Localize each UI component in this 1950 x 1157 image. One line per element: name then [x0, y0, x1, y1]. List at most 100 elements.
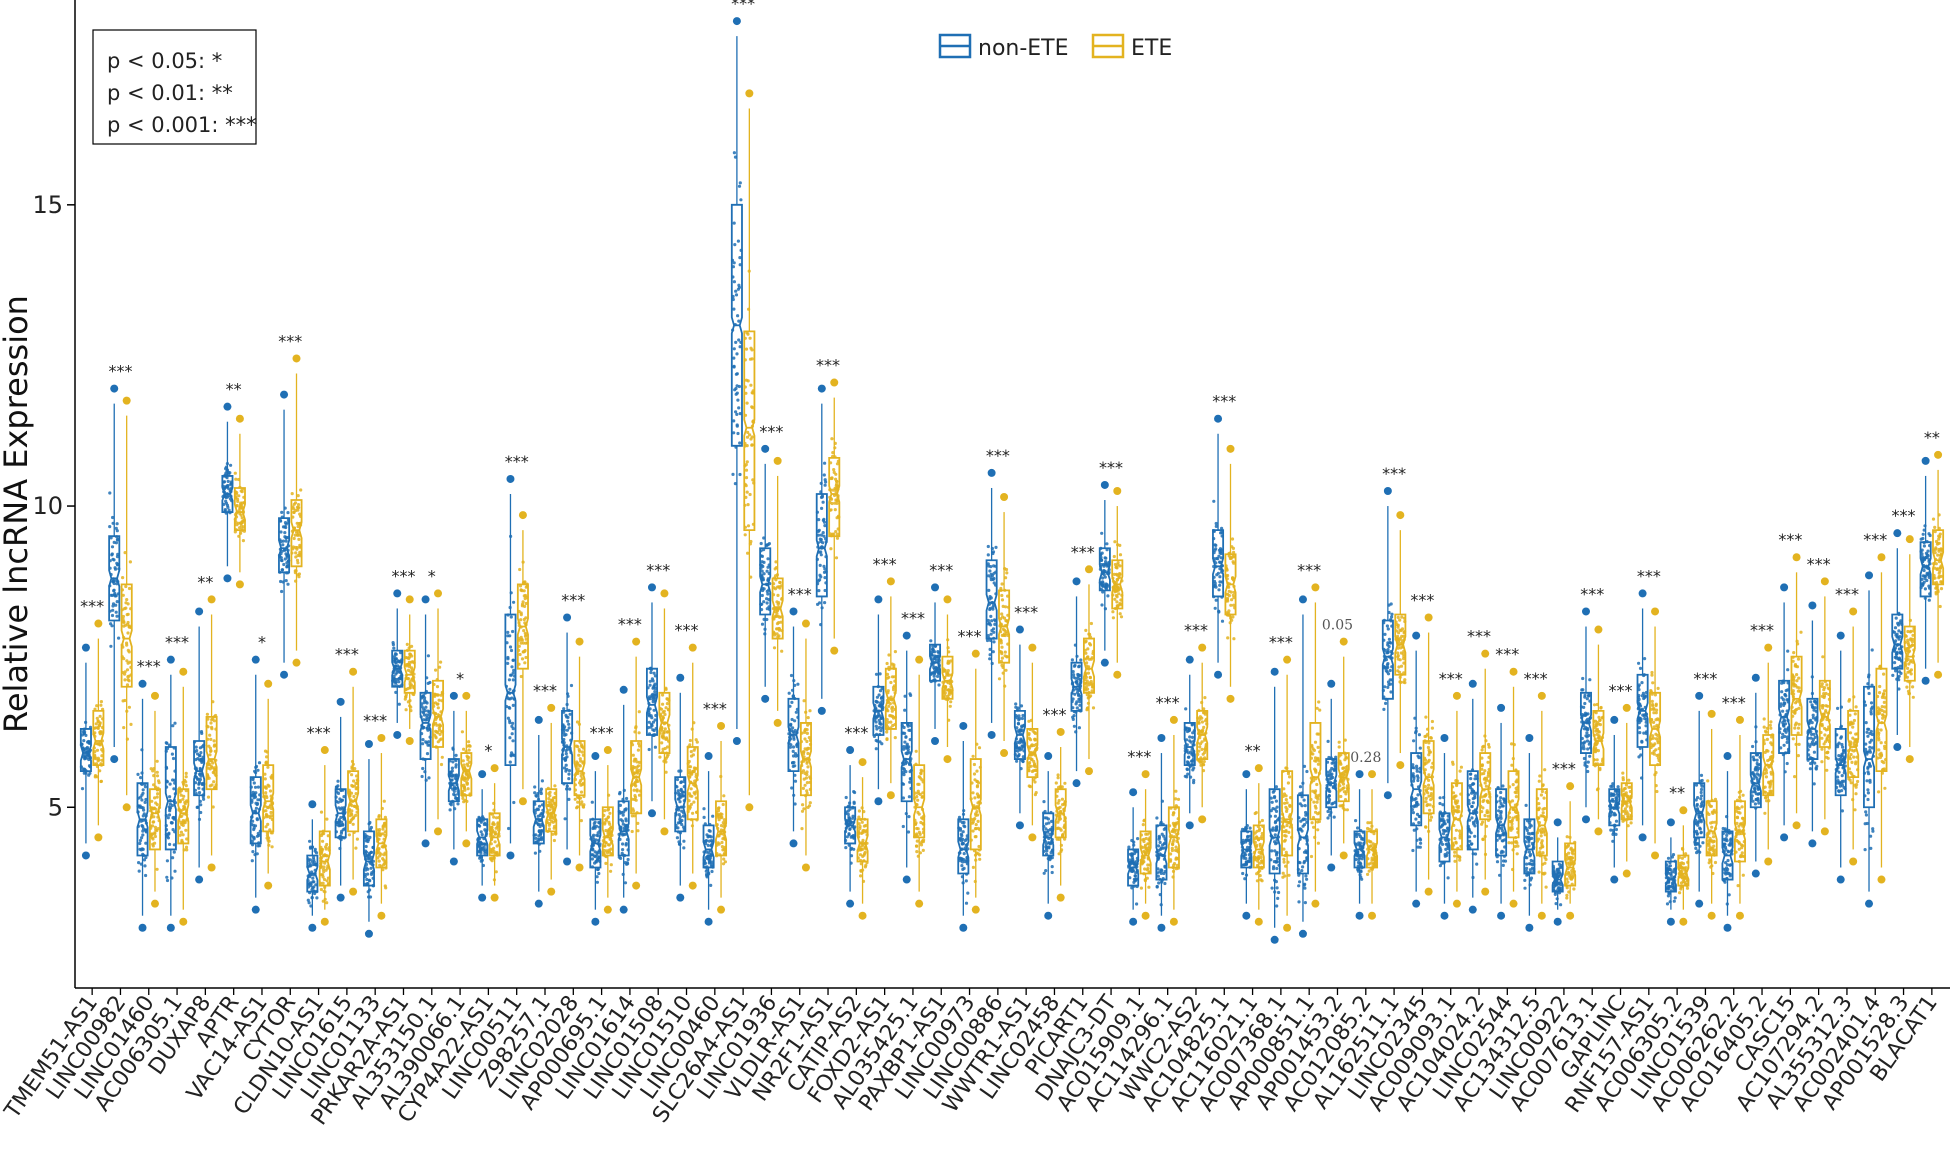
jitter-point [279, 530, 283, 534]
jitter-point [660, 734, 664, 738]
jitter-point [577, 748, 581, 752]
jitter-point [562, 728, 566, 732]
jitter-point [746, 503, 750, 507]
jitter-point [818, 573, 822, 577]
jitter-point [110, 624, 114, 628]
outlier-point [534, 715, 543, 724]
jitter-point [239, 521, 243, 526]
jitter-point [533, 851, 538, 855]
jitter-point [605, 849, 609, 853]
box [589, 818, 602, 869]
jitter-point [382, 863, 386, 867]
jitter-point [496, 825, 500, 830]
jitter-point [579, 819, 584, 823]
jitter-point [264, 760, 268, 764]
outlier-point [987, 468, 996, 477]
jitter-point [117, 636, 121, 640]
jitter-point [748, 492, 752, 497]
jitter-point [438, 732, 442, 737]
outlier-point [320, 746, 329, 755]
jitter-point [138, 841, 142, 846]
jitter-point [143, 800, 147, 805]
jitter-point [524, 641, 528, 645]
jitter-point [209, 737, 213, 742]
jitter-point [109, 536, 113, 540]
gene-group: *** [108, 362, 133, 812]
outlier-point [490, 764, 499, 773]
jitter-point [295, 547, 299, 551]
jitter-point [750, 443, 754, 447]
outlier-point [280, 670, 289, 679]
jitter-point [1016, 749, 1020, 753]
significance-label: *** [278, 331, 302, 350]
jitter-point [594, 824, 599, 829]
jitter-point [565, 728, 570, 732]
jitter-point [111, 608, 115, 612]
jitter-point [99, 700, 103, 704]
jitter-point [251, 850, 255, 854]
jitter-point [151, 807, 155, 811]
jitter-point [885, 661, 889, 666]
jitter-point [324, 847, 328, 851]
jitter-point [80, 787, 85, 791]
jitter-point [1014, 702, 1018, 706]
jitter-point [172, 850, 176, 854]
jitter-point [114, 526, 118, 531]
jitter-point [205, 712, 209, 716]
jitter-point [887, 653, 891, 657]
outlier-point [619, 905, 628, 914]
jitter-point [266, 765, 270, 769]
jitter-point [479, 820, 483, 824]
jitter-point [821, 518, 826, 523]
jitter-point [450, 766, 454, 770]
jitter-point [992, 630, 996, 634]
jitter-point [635, 789, 639, 793]
jitter-point [619, 856, 623, 861]
jitter-point [590, 800, 594, 804]
outlier-point [902, 875, 911, 884]
jitter-point [632, 759, 636, 763]
jitter-point [422, 701, 426, 705]
jitter-point [138, 838, 143, 843]
outlier-point [462, 839, 471, 848]
outlier-point [761, 694, 770, 703]
jitter-point [805, 789, 809, 793]
box-non-ete [362, 740, 376, 938]
jitter-point [194, 775, 199, 780]
jitter-point [721, 862, 726, 866]
jitter-point [972, 772, 977, 776]
box-ete [997, 493, 1011, 758]
jitter-point [846, 809, 850, 813]
jitter-point [297, 575, 301, 579]
jitter-point [238, 526, 242, 530]
jitter-point [425, 715, 429, 720]
outlier-point [745, 89, 754, 98]
jitter-point [285, 561, 289, 565]
jitter-point [325, 901, 329, 905]
outlier-point [761, 444, 770, 453]
jitter-point [929, 639, 933, 643]
jitter-point [716, 806, 721, 811]
jitter-point [992, 618, 997, 622]
outlier-point [858, 911, 867, 920]
jitter-point [889, 680, 893, 685]
jitter-point [227, 487, 231, 491]
jitter-point [153, 825, 158, 829]
jitter-point [171, 724, 175, 728]
box [460, 752, 473, 797]
box-ete [120, 396, 133, 812]
outlier-point [660, 589, 669, 598]
jitter-point [96, 719, 100, 724]
jitter-point [732, 151, 737, 155]
jitter-point [573, 797, 577, 801]
jitter-point [736, 431, 740, 436]
jitter-point [592, 833, 596, 837]
jitter-point [562, 707, 566, 711]
jitter-point [806, 751, 810, 756]
jitter-point [961, 857, 966, 862]
jitter-point [153, 834, 157, 839]
jitter-point [468, 760, 472, 764]
jitter-point [874, 700, 879, 704]
jitter-point [834, 472, 838, 476]
jitter-point [914, 749, 918, 753]
